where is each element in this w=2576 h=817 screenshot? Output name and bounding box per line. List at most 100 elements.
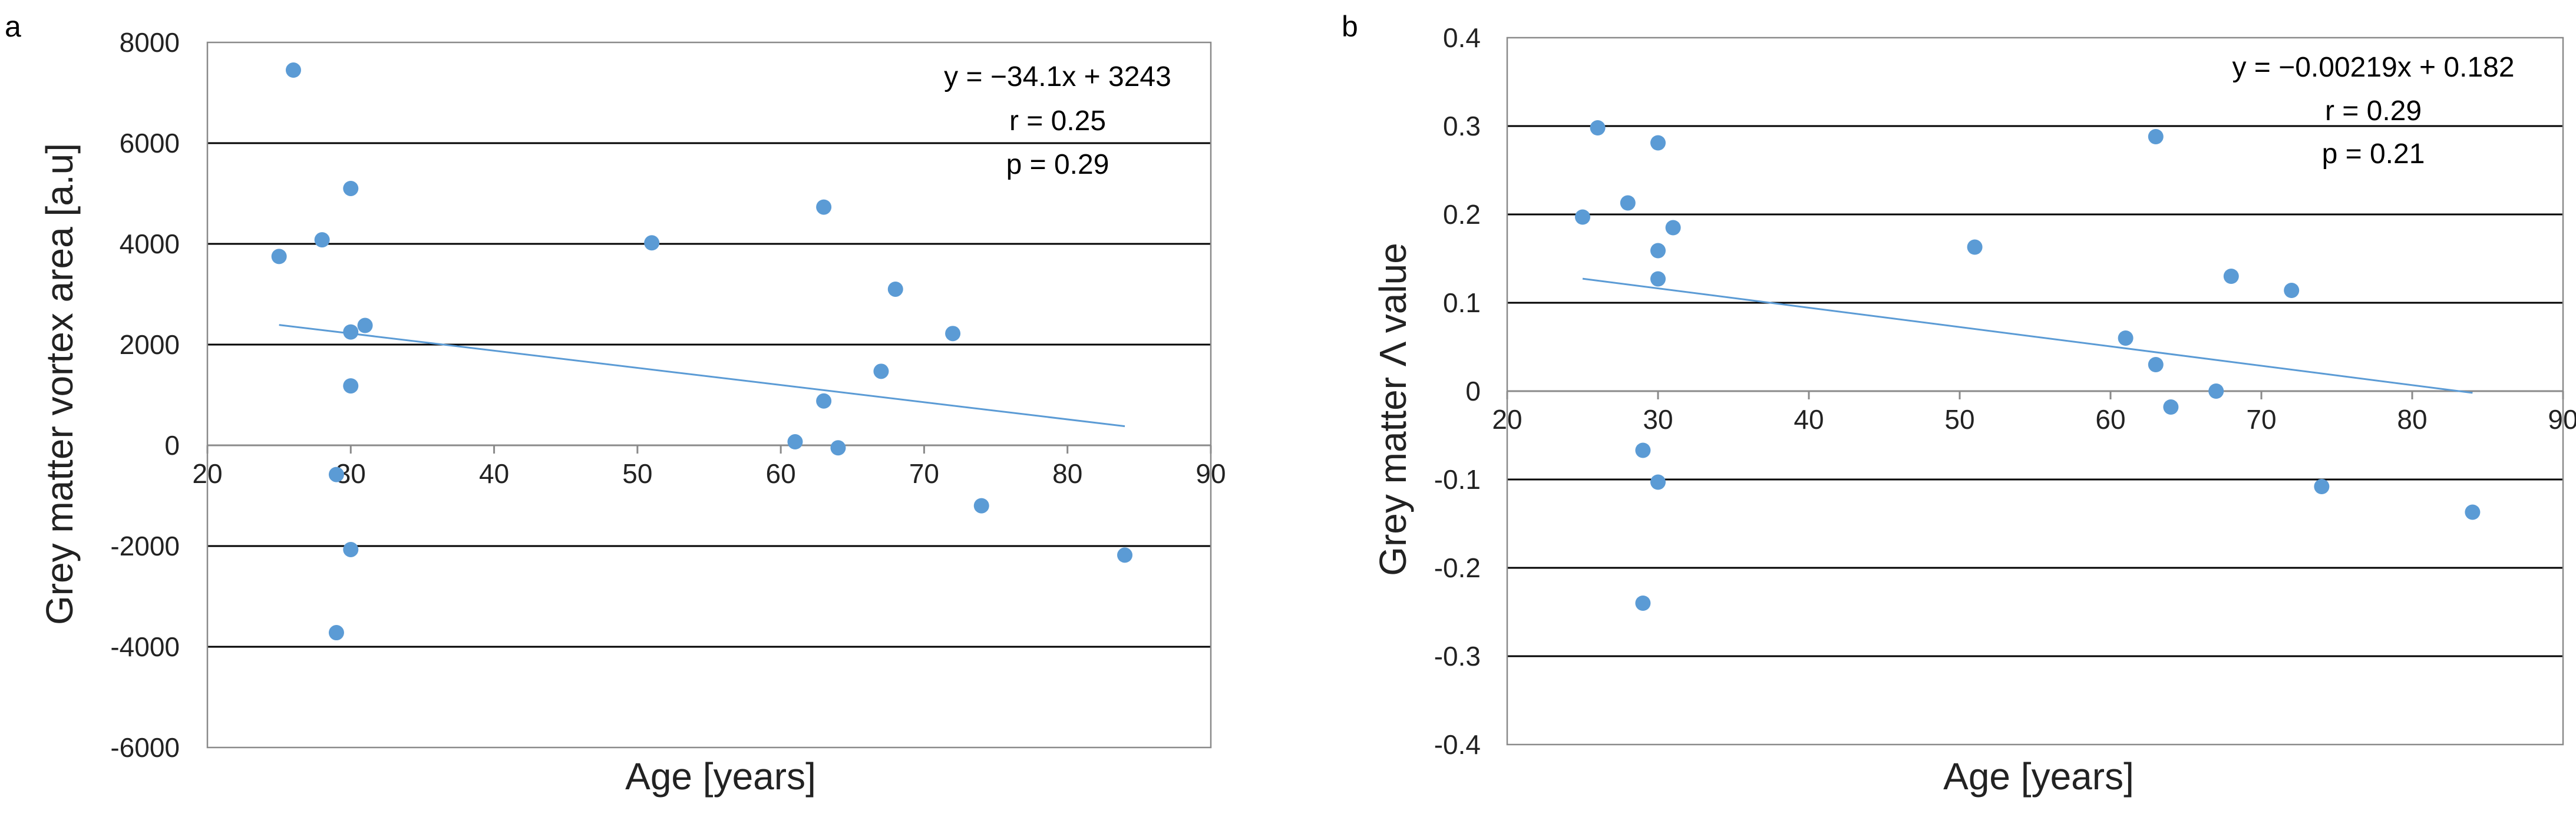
x-tick-label: 30 [1643, 404, 1673, 435]
data-point [2314, 479, 2330, 494]
y-tick-label: 0.4 [1443, 22, 1481, 53]
regression-p: p = 0.21 [2322, 138, 2425, 170]
y-axis-title: Grey matter vortex area [a.u] [38, 143, 81, 625]
data-point [2163, 399, 2179, 415]
data-point [2284, 283, 2300, 298]
y-tick-label: 4000 [120, 229, 180, 259]
data-points [271, 62, 1133, 641]
x-tick-label: 60 [2095, 404, 2125, 435]
regression-annotation: y = −0.00219x + 0.182 r = 0.29 p = 0.21 [2232, 52, 2514, 170]
data-point [1620, 195, 1636, 211]
gridlines [207, 142, 1211, 648]
data-point [2148, 129, 2164, 144]
x-axis-title: Age [years] [1943, 755, 2134, 798]
data-point [2465, 504, 2481, 520]
data-point [1967, 239, 1983, 255]
data-point [1650, 271, 1666, 287]
data-point [887, 281, 903, 297]
x-tick-label: 50 [1944, 404, 1974, 435]
data-point [328, 625, 344, 641]
data-point [285, 62, 301, 78]
data-point [2148, 357, 2164, 372]
data-point [830, 440, 846, 456]
y-tick-labels: -6000 -4000 -2000 0 2000 4000 6000 8000 [110, 27, 180, 763]
data-point [1635, 442, 1651, 458]
data-point [357, 317, 373, 333]
data-point [816, 199, 832, 215]
data-point [1650, 135, 1666, 151]
data-point [343, 378, 359, 394]
y-tick-label: 0.2 [1443, 199, 1481, 230]
data-point [314, 232, 330, 248]
x-tick-label: 40 [1794, 404, 1824, 435]
x-tick-label: 60 [766, 458, 796, 489]
x-tick-label: 80 [2397, 404, 2427, 435]
data-point [873, 363, 889, 379]
y-tick-label: -0.4 [1434, 729, 1481, 760]
data-point [816, 393, 832, 409]
regression-equation: y = −34.1x + 3243 [944, 61, 1171, 92]
regression-r: r = 0.29 [2325, 95, 2422, 127]
y-tick-label: 0 [1465, 376, 1481, 406]
data-point [2223, 269, 2239, 284]
x-tick-label: 20 [192, 458, 222, 489]
data-point [1650, 474, 1666, 490]
regression-annotation: y = −34.1x + 3243 r = 0.25 p = 0.29 [944, 61, 1171, 180]
panel-label: b [1342, 10, 1358, 43]
x-tick-label: 90 [1195, 458, 1226, 489]
data-point [1590, 120, 1606, 135]
y-tick-label: 6000 [120, 128, 180, 158]
y-tick-label: 8000 [120, 27, 180, 58]
y-tick-label: -6000 [110, 732, 180, 763]
gridlines [1507, 125, 2563, 657]
data-point [973, 498, 989, 514]
y-axis-title: Grey matter Λ value [1372, 243, 1414, 576]
y-tick-label: -4000 [110, 631, 180, 662]
x-tick-label: 90 [2548, 404, 2576, 435]
y-tick-label: 0.3 [1443, 111, 1481, 141]
y-tick-labels: -0.4 -0.3 -0.2 -0.1 0 0.1 0.2 0.3 0.4 [1434, 22, 1481, 760]
data-point [644, 235, 660, 251]
data-point [2208, 383, 2224, 399]
data-point [1635, 596, 1651, 611]
x-tick-labels: 20 30 40 50 60 70 80 90 [192, 445, 1226, 489]
regression-r: r = 0.25 [1009, 105, 1106, 137]
regression-p: p = 0.29 [1006, 149, 1109, 180]
x-tick-label: 20 [1492, 404, 1522, 435]
x-tick-label: 70 [2246, 404, 2276, 435]
data-point [2118, 330, 2134, 346]
y-tick-label: 0 [164, 430, 180, 461]
y-tick-label: -0.2 [1434, 553, 1481, 583]
x-tick-label: 50 [622, 458, 652, 489]
x-tick-label: 40 [479, 458, 509, 489]
data-point [343, 324, 359, 340]
x-tick-labels: 20 30 40 50 60 70 80 90 [1492, 391, 2576, 435]
trendline [279, 324, 1125, 428]
x-axis-title: Age [years] [625, 755, 816, 798]
trendline [1582, 277, 2473, 394]
data-point [1665, 220, 1681, 236]
panel-label: a [5, 10, 21, 43]
data-point [328, 467, 344, 482]
data-point [343, 180, 359, 196]
data-point [1117, 547, 1133, 563]
y-tick-label: 2000 [120, 329, 180, 360]
y-tick-label: 0.1 [1443, 287, 1481, 318]
data-point [271, 249, 287, 264]
x-tick-label: 70 [909, 458, 939, 489]
data-points [1575, 120, 2481, 611]
y-tick-label: -2000 [110, 531, 180, 561]
data-point [945, 326, 961, 342]
data-point [1650, 243, 1666, 259]
data-point [787, 434, 803, 450]
y-tick-label: -0.1 [1434, 464, 1481, 495]
panel-b: b -0.4 -0.3 -0.2 -0.1 0 0.1 0.2 0.3 0.4 20 30 40 50… [1342, 10, 2576, 798]
y-tick-label: -0.3 [1434, 641, 1481, 672]
data-point [343, 541, 359, 557]
data-point [1575, 209, 1590, 225]
regression-equation: y = −0.00219x + 0.182 [2232, 52, 2514, 83]
x-tick-label: 80 [1052, 458, 1082, 489]
plot-frame [206, 41, 1212, 749]
